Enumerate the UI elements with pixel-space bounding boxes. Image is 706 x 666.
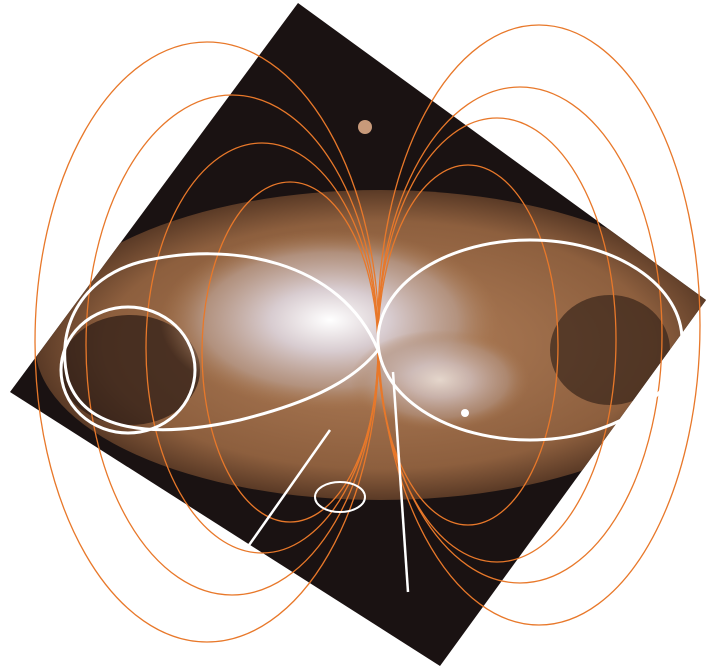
dark-patch (60, 315, 200, 425)
dark-patch (550, 295, 670, 405)
outline-overlay (59, 238, 684, 593)
left-loop (63, 252, 380, 432)
jet-line (391, 371, 410, 593)
right-loop (376, 238, 684, 442)
star (461, 409, 469, 417)
small-loop (314, 481, 366, 513)
jet-line (245, 429, 332, 549)
star (358, 120, 372, 134)
inner-loop (59, 305, 197, 435)
